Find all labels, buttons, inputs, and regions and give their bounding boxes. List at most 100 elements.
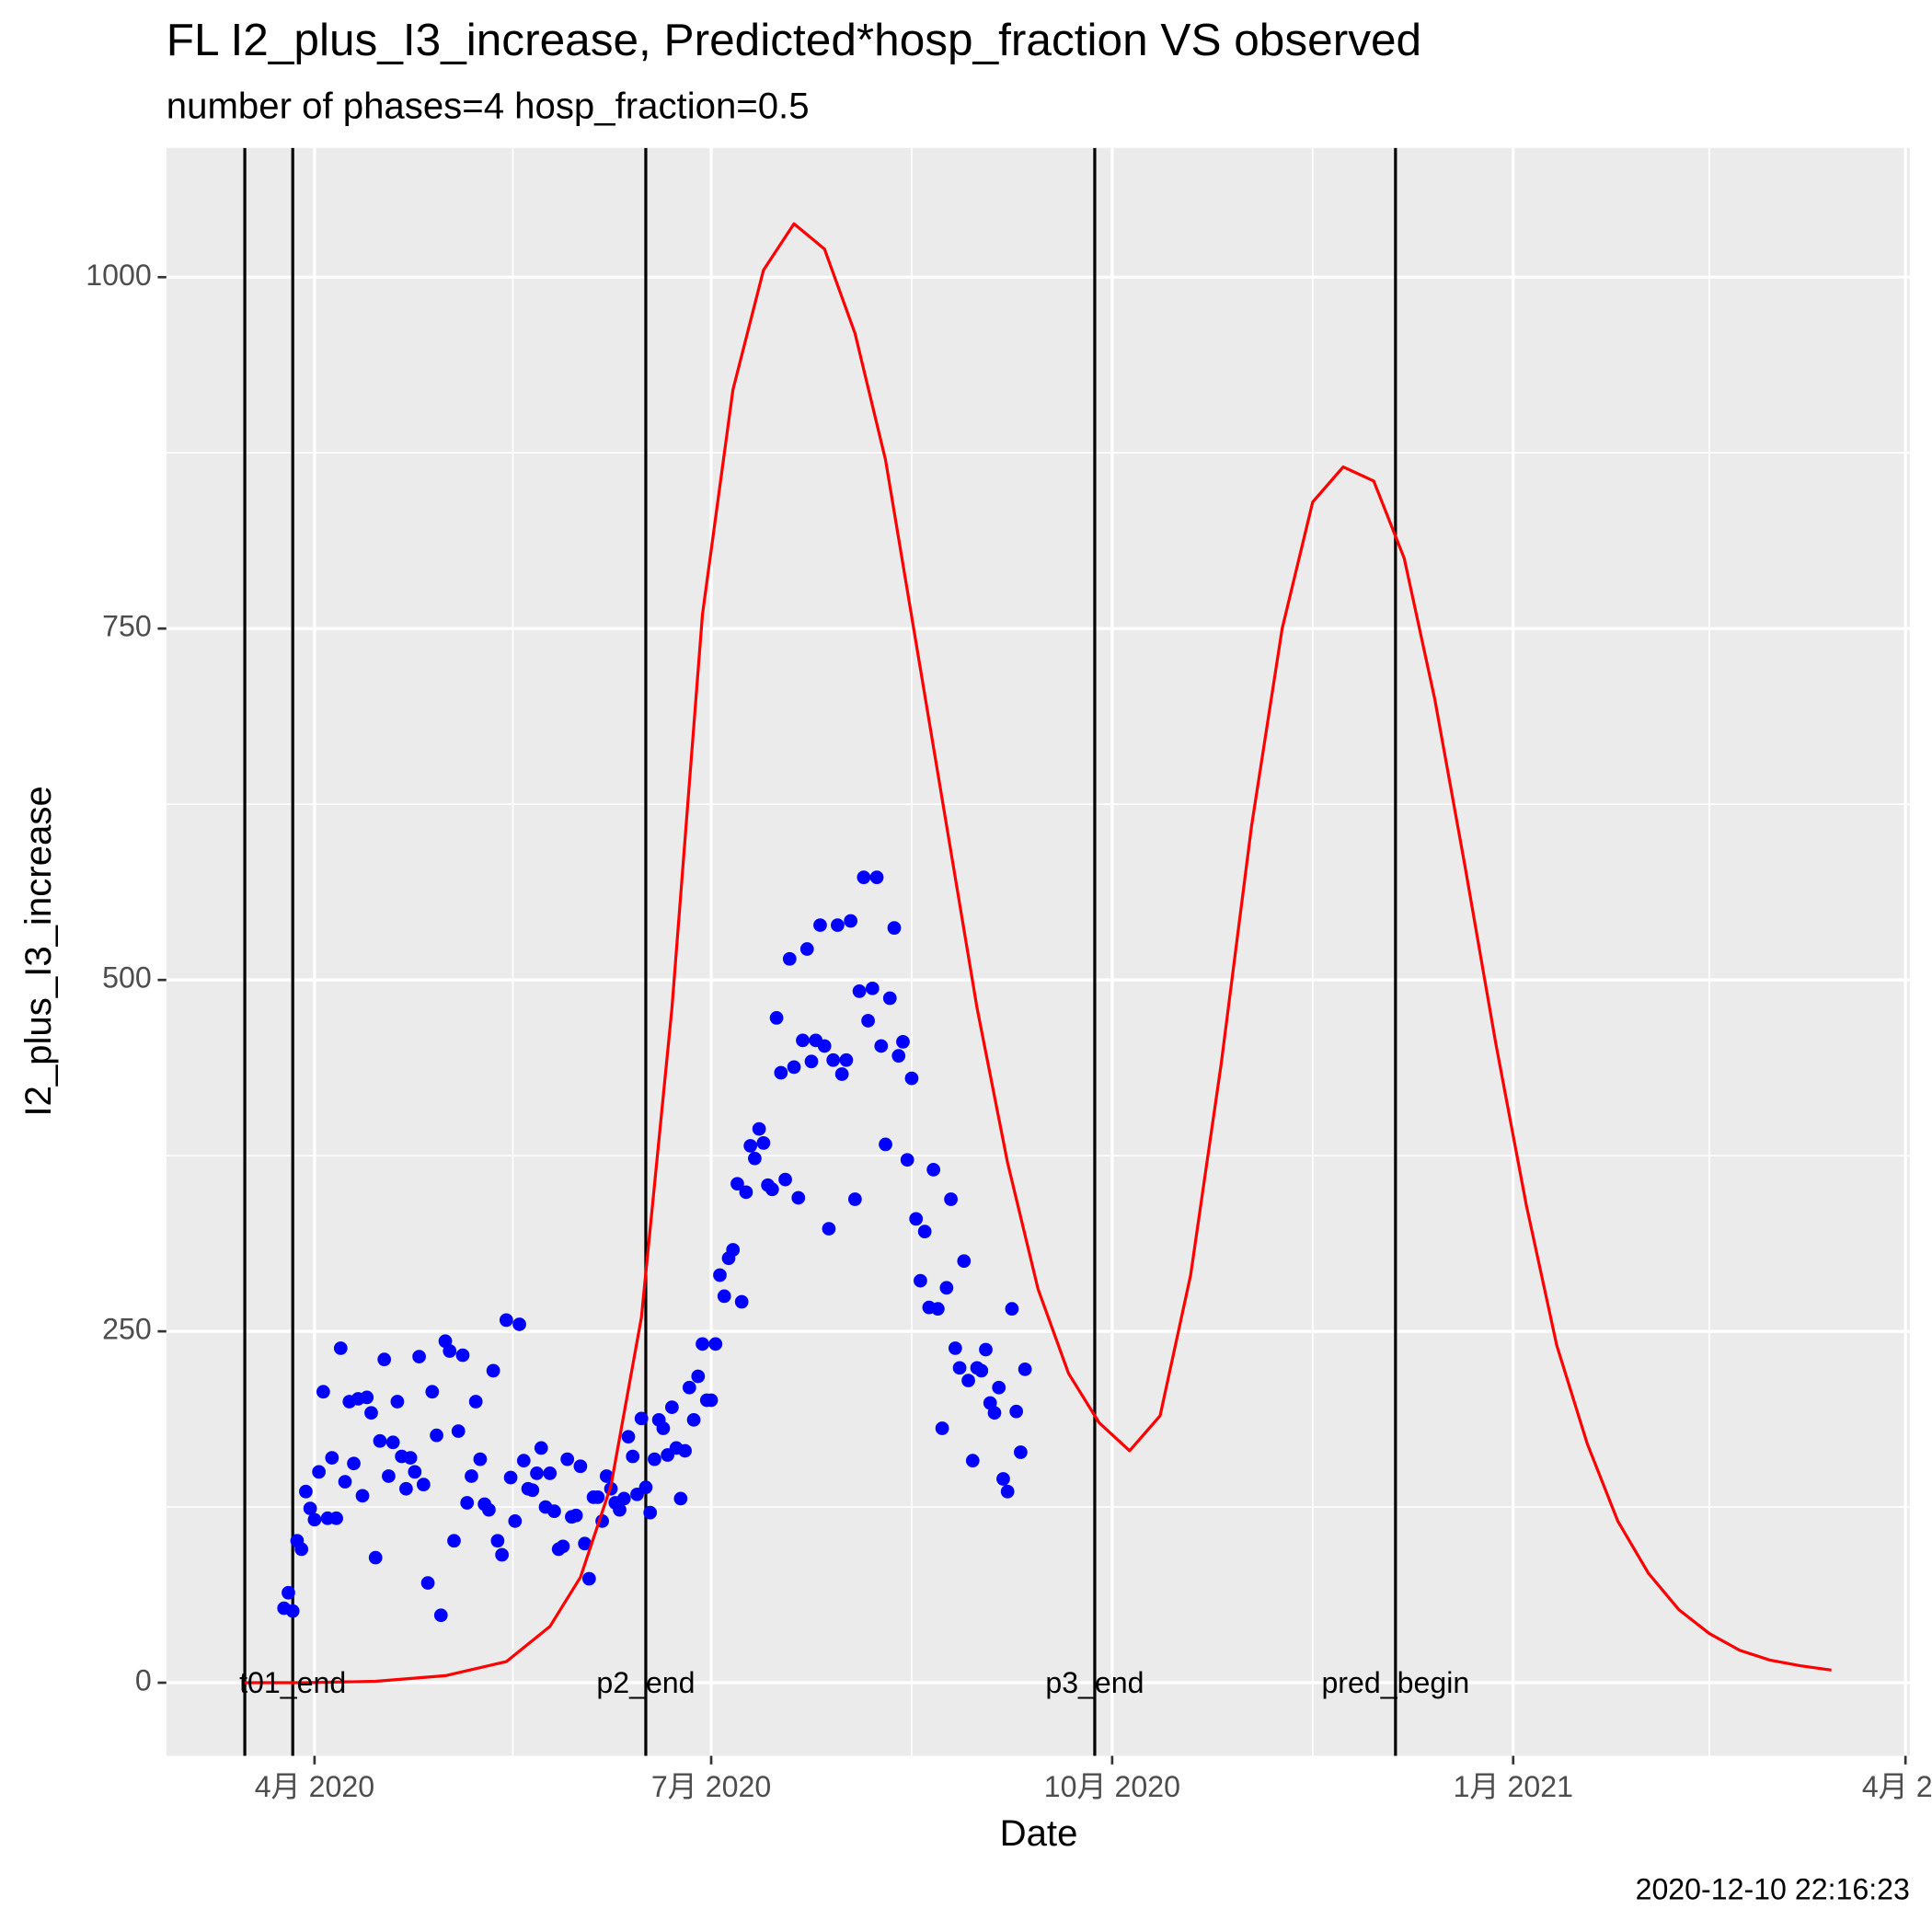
observed-point — [638, 1480, 653, 1495]
observed-point — [547, 1504, 561, 1519]
observed-point — [482, 1502, 496, 1517]
observed-point — [726, 1243, 741, 1257]
observed-point — [696, 1337, 709, 1351]
observed-point — [748, 1151, 762, 1166]
observed-point — [822, 1222, 836, 1236]
observed-point — [468, 1395, 483, 1409]
y-tick-label: 0 — [135, 1664, 152, 1697]
observed-point — [1005, 1302, 1019, 1317]
observed-point — [861, 1014, 875, 1028]
observed-point — [917, 1225, 932, 1238]
observed-point — [503, 1470, 518, 1485]
observed-point — [613, 1502, 627, 1517]
observed-point — [826, 1052, 841, 1067]
observed-point — [904, 1071, 919, 1086]
x-tick-label: 4月 20 — [1862, 1770, 1932, 1803]
observed-point — [408, 1465, 422, 1479]
predicted-line — [245, 222, 1832, 1685]
observed-point — [774, 1065, 788, 1080]
observed-point — [329, 1511, 343, 1525]
observed-point — [847, 1192, 862, 1206]
observed-point — [299, 1484, 313, 1499]
observed-point — [433, 1608, 448, 1623]
chart-subtitle: number of phases=4 hosp_fraction=0.5 — [167, 85, 810, 126]
observed-point — [987, 1406, 1002, 1420]
observed-point — [648, 1452, 661, 1466]
observed-point — [316, 1385, 330, 1399]
observed-point — [525, 1483, 540, 1498]
observed-point — [451, 1424, 466, 1438]
observed-point — [678, 1443, 692, 1458]
observed-point — [914, 1273, 927, 1288]
observed-point — [782, 951, 797, 966]
observed-point — [303, 1501, 317, 1515]
observed-point — [338, 1475, 352, 1489]
observed-point — [713, 1268, 727, 1282]
observed-point — [879, 1137, 892, 1152]
observed-point — [839, 1052, 854, 1067]
observed-point — [508, 1513, 523, 1528]
chart-title: FL I2_plus_I3_increase, Predicted*hosp_f… — [167, 14, 1421, 65]
observed-point — [931, 1302, 945, 1317]
observed-point — [961, 1374, 975, 1387]
observed-point — [686, 1412, 701, 1427]
observed-point — [852, 984, 867, 998]
x-axis-title: Date — [1000, 1812, 1078, 1854]
observed-point — [752, 1121, 766, 1136]
observed-point — [813, 918, 827, 932]
observed-point — [425, 1385, 440, 1399]
y-tick-label: 500 — [102, 961, 152, 995]
reference-label: p3_end — [1045, 1666, 1144, 1699]
observed-point — [1009, 1404, 1024, 1419]
observed-point — [926, 1163, 941, 1177]
observed-point — [355, 1489, 370, 1503]
panel — [166, 147, 1910, 1756]
observed-point — [530, 1466, 544, 1480]
observed-point — [460, 1496, 475, 1510]
observed-point — [799, 942, 814, 956]
observed-point — [743, 1139, 758, 1153]
observed-point — [626, 1449, 640, 1464]
observed-point — [556, 1539, 570, 1554]
observed-point — [787, 1060, 801, 1075]
observed-point — [364, 1406, 378, 1420]
observed-point — [490, 1534, 505, 1548]
observed-point — [796, 1033, 810, 1048]
observed-point — [377, 1352, 392, 1367]
observed-point — [447, 1534, 461, 1548]
observed-point — [578, 1536, 592, 1551]
observed-point — [682, 1380, 696, 1395]
observed-point — [621, 1430, 636, 1444]
observed-point — [516, 1454, 531, 1468]
observed-point — [385, 1435, 400, 1450]
observed-point — [817, 1039, 832, 1053]
observed-point — [599, 1469, 614, 1483]
observed-point — [952, 1361, 967, 1375]
observed-point — [573, 1459, 588, 1474]
observed-point — [416, 1478, 431, 1491]
observed-point — [739, 1185, 753, 1200]
observed-point — [704, 1393, 719, 1408]
observed-point — [360, 1390, 374, 1405]
observed-point — [734, 1294, 749, 1309]
observed-point — [634, 1411, 649, 1426]
observed-point — [996, 1472, 1010, 1486]
observed-point — [473, 1452, 488, 1466]
y-tick-label: 750 — [102, 610, 152, 643]
observed-point — [390, 1395, 405, 1409]
grid — [166, 147, 1910, 1756]
observed-point — [403, 1451, 418, 1465]
reference-label: p2_end — [596, 1666, 695, 1699]
marks — [243, 147, 1832, 1756]
reference-label: pred_begin — [1321, 1666, 1469, 1699]
observed-point — [939, 1281, 954, 1295]
observed-point — [730, 1177, 744, 1191]
observed-point — [486, 1363, 500, 1378]
observed-point — [778, 1172, 792, 1187]
observed-point — [616, 1491, 631, 1506]
observed-point — [909, 1212, 924, 1226]
observed-point — [882, 991, 897, 1006]
observed-point — [869, 870, 884, 884]
observed-point — [717, 1289, 731, 1304]
